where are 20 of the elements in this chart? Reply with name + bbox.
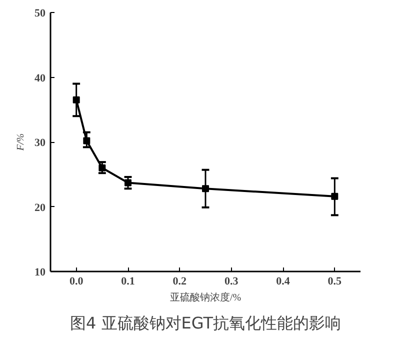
x-tick-label: 0.1: [121, 276, 135, 288]
point: [331, 192, 338, 200]
point: [124, 179, 132, 186]
x-tick-label: 0.0: [69, 276, 84, 288]
y-tick-label: 40: [34, 72, 46, 84]
point: [202, 185, 209, 192]
point: [83, 137, 90, 144]
x-tick-label: 0.3: [224, 276, 239, 288]
y-tick-label: 50: [34, 8, 46, 20]
x-tick-label: 0.4: [276, 276, 290, 288]
point: [72, 96, 80, 104]
point: [98, 164, 106, 172]
y-axis-title: F/%: [16, 133, 26, 152]
y-tick-label: 20: [34, 202, 46, 214]
text: 图4 亚硫酸钠对EGT抗氧化性能的影响: [70, 314, 341, 332]
y-tick-label: 10: [34, 266, 46, 278]
x-tick-label: 0.5: [328, 276, 342, 288]
x-tick-label: 0.2: [172, 276, 188, 288]
y-tick-label: 30: [34, 137, 46, 149]
x-axis-title: 亚硫酸钠浓度/%: [170, 292, 242, 304]
